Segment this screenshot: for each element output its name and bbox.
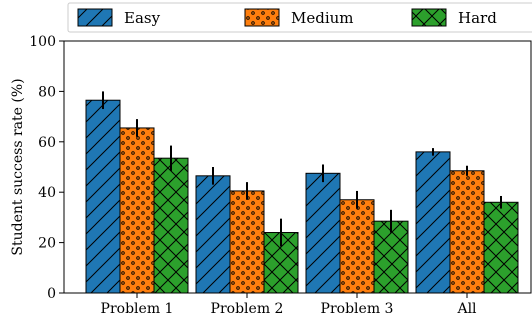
legend-swatch-hatch-hard: [411, 8, 447, 27]
y-tick-label-80: 80: [38, 84, 56, 100]
bar-hatch-easy-2: [195, 175, 231, 294]
x-tick-label-3: Problem 3: [321, 301, 394, 317]
y-tick-label-60: 60: [38, 135, 56, 151]
plot-frame: [63, 40, 532, 294]
x-tick-label-4: All: [456, 301, 477, 317]
legend-label-medium: Medium: [291, 9, 354, 27]
error-bars: [102, 91, 502, 247]
x-tick-label-2: Problem 2: [211, 301, 284, 317]
y-axis: 0 20 40 60 80 100: [29, 34, 64, 302]
bar-hatch-hard-4: [483, 201, 519, 294]
legend-swatch-hatch-medium: [244, 8, 280, 27]
y-axis-label: Student success rate (%): [10, 78, 26, 255]
legend: Easy Medium Hard: [67, 2, 532, 33]
bar-hatch-easy-1: [85, 99, 121, 294]
bar-hatch-medium-2: [229, 190, 265, 294]
bar-hatch-medium-1: [119, 127, 155, 294]
bar-hatch-easy-3: [305, 172, 341, 294]
bar-hatch-medium-4: [449, 170, 485, 294]
legend-label-hard: Hard: [458, 9, 497, 27]
y-tick-label-20: 20: [38, 236, 56, 252]
legend-swatch-hatch-easy: [77, 8, 113, 27]
legend-label-easy: Easy: [124, 9, 161, 27]
y-tick-label-100: 100: [29, 34, 56, 50]
x-axis: Problem 1 Problem 2 Problem 3 All: [101, 293, 477, 317]
bar-hatch-medium-3: [339, 199, 375, 294]
y-tick-label-40: 40: [38, 185, 56, 201]
bar-hatch-easy-4: [415, 151, 451, 294]
y-tick-label-0: 0: [47, 286, 56, 302]
bar-hatch-hard-3: [373, 220, 409, 294]
x-tick-label-1: Problem 1: [101, 301, 174, 317]
bar-hatch-hard-1: [153, 157, 189, 294]
bars: [85, 99, 519, 294]
